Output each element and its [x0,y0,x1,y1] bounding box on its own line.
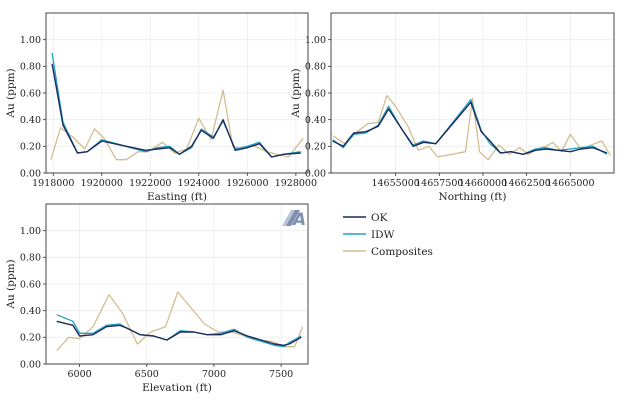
easting-ok-line [51,63,301,158]
northing-x-tick-label: 14662500 [502,178,550,189]
elevation-y-tick-label: 0.80 [20,253,41,264]
elevation-x-tick-label: 6500 [135,369,159,380]
easting-x-axis-label: Easting (ft) [147,191,207,203]
elevation-x-axis-label: Elevation (ft) [142,382,212,394]
northing-composites-line [332,95,612,161]
northing-y-tick-label: 0.20 [305,142,326,153]
easting-x-tick-label: 1928000 [275,178,317,189]
elevation-y-tick-label: 0.60 [20,279,41,290]
northing-panel: 0.00 0.20 0.40 0.60 0.80 1.00 1465500014657500… [290,12,615,203]
elevation-y-tick-label: 1.00 [20,226,41,237]
elevation-ok-line [56,320,302,346]
easting-x-tick-label: 1924000 [178,178,220,189]
elevation-x-tick-label: 7000 [202,369,226,380]
elevation-x-tick-label: 6000 [67,369,91,380]
easting-x-tick-label: 1920000 [81,178,123,189]
northing-x-tick-label: 14655000 [371,178,419,189]
easting-x-tick-label: 1918000 [32,178,74,189]
logo-stripe [286,210,300,226]
legend-ok-label: OK [371,212,388,224]
northing-x-tick-label: 14660000 [459,178,507,189]
legend-composites-label: Composites [371,246,433,258]
elevation-x-tick-label: 7500 [269,369,293,380]
easting-idw-line [51,52,301,158]
logo: A [282,210,306,230]
easting-panel: 0.00 0.20 0.40 0.60 0.80 1.00 1918000 1920000 19… [5,12,317,203]
elevation-y-tick-label: 0.40 [20,306,41,317]
northing-ok-line [332,101,608,156]
northing-y-tick-label: 0.40 [305,115,326,126]
northing-y-tick-label: 0.00 [305,168,326,179]
easting-y-tick-label: 0.60 [20,88,41,99]
northing-y-tick-label: 0.60 [305,88,326,99]
legend: OK IDW Composites [343,212,433,258]
easting-y-tick-label: 0.00 [20,168,41,179]
easting-x-tick-label: 1922000 [129,178,171,189]
northing-x-axis-label: Northing (ft) [439,191,507,203]
northing-y-tick-label: 0.80 [305,62,326,73]
northing-y-tick-label: 1.00 [305,35,326,46]
legend-idw-label: IDW [371,229,395,241]
logo-letter: A [291,210,306,230]
easting-x-tick-label: 1926000 [226,178,268,189]
easting-y-axis-label: Au (ppm) [5,68,17,118]
elevation-y-axis-label: Au (ppm) [5,259,17,309]
easting-y-tick-label: 1.00 [20,35,41,46]
elevation-y-tick-label: 0.20 [20,333,41,344]
elevation-panel: 0.00 0.20 0.40 0.60 0.80 1.00 6000 6500 7000 7500… [5,203,309,394]
elevation-y-tick-label: 0.00 [20,359,41,370]
elevation-idw-line [56,314,302,348]
northing-x-tick-label: 14657500 [415,178,463,189]
easting-composites-line [50,89,304,161]
easting-y-tick-label: 0.80 [20,62,41,73]
elevation-composites-line [56,291,304,352]
easting-y-tick-label: 0.40 [20,115,41,126]
easting-y-tick-label: 0.20 [20,142,41,153]
northing-x-tick-label: 14665000 [546,178,594,189]
northing-y-axis-label: Au (ppm) [290,68,302,118]
